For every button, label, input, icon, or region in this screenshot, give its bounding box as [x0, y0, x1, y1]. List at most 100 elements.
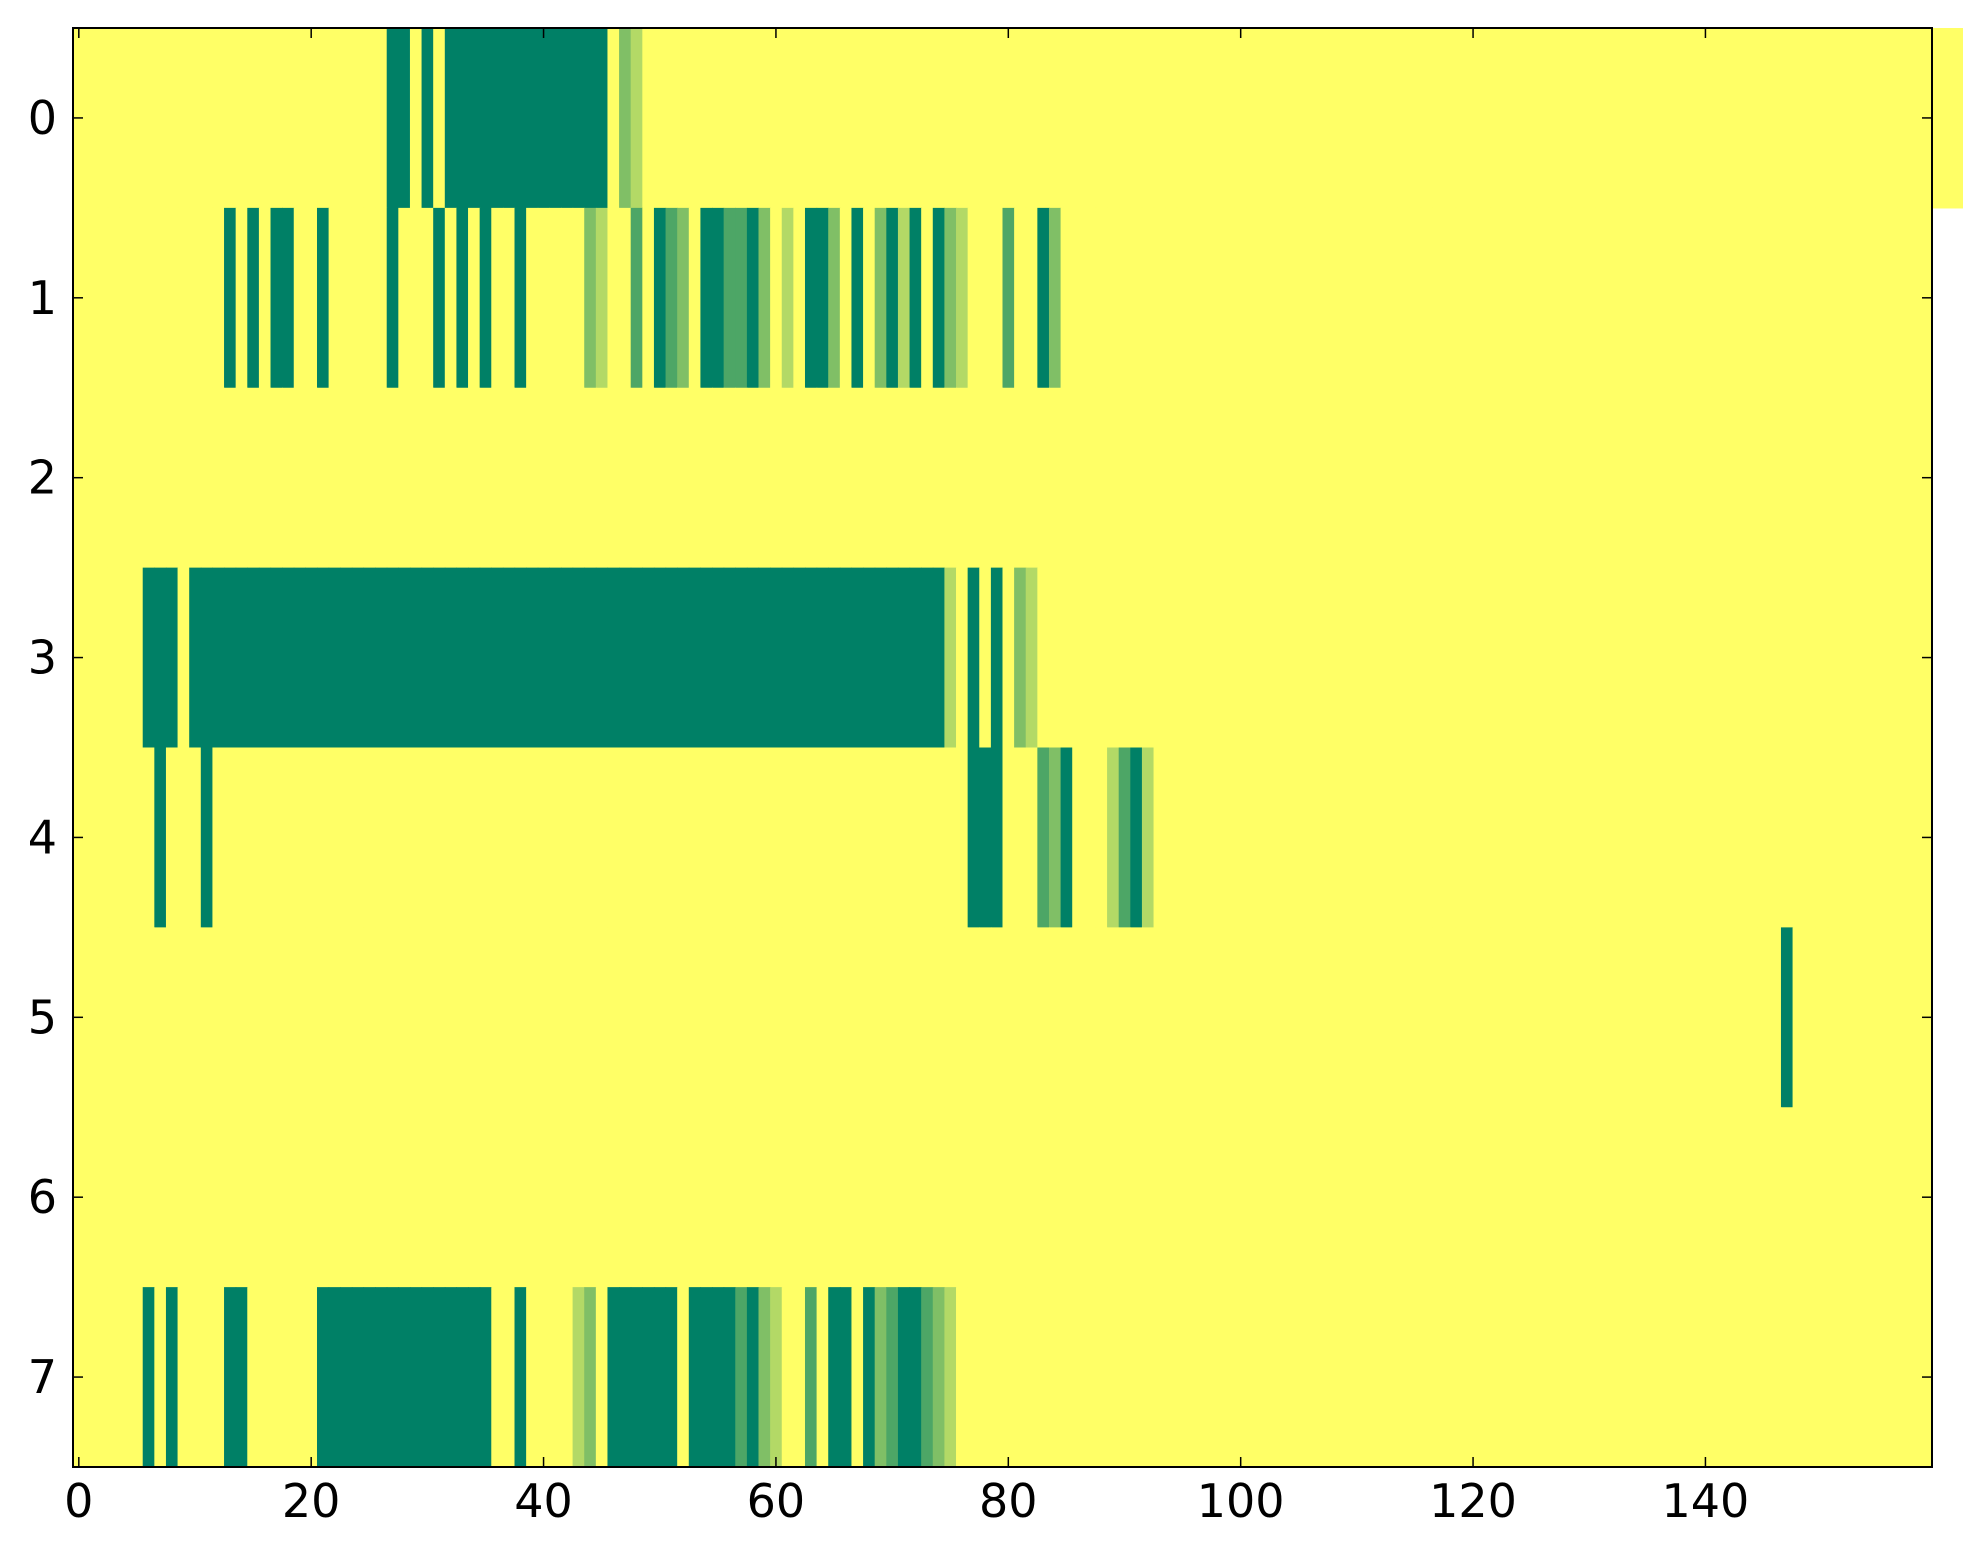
- heatmap-cell: [1490, 207, 1503, 389]
- heatmap-cell: [468, 28, 481, 209]
- heatmap-cell: [1444, 1287, 1457, 1468]
- heatmap-cell: [688, 567, 702, 749]
- heatmap-cell: [956, 387, 969, 569]
- heatmap-cell: [1536, 1287, 1550, 1468]
- heatmap-cell: [1746, 1287, 1759, 1468]
- heatmap-cell: [526, 207, 539, 389]
- heatmap-cell: [770, 567, 783, 749]
- heatmap-cell: [502, 387, 516, 569]
- heatmap-cell: [305, 747, 318, 928]
- heatmap-cell: [1827, 567, 1840, 749]
- heatmap-cell: [142, 1107, 155, 1288]
- heatmap-cell: [1839, 1107, 1852, 1288]
- heatmap-cell: [630, 1287, 643, 1468]
- heatmap-cell: [595, 387, 609, 569]
- heatmap-cell: [560, 387, 574, 569]
- heatmap-cell: [572, 1107, 585, 1288]
- heatmap-cell: [886, 927, 899, 1108]
- heatmap-cell: [1722, 747, 1736, 928]
- heatmap-cell: [712, 207, 725, 389]
- heatmap-cell: [316, 1287, 330, 1468]
- heatmap-cell: [1072, 1107, 1085, 1288]
- heatmap-cell: [560, 1287, 574, 1468]
- heatmap-cell: [1211, 1287, 1224, 1468]
- heatmap-cell: [1850, 747, 1863, 928]
- heatmap-cell: [1037, 1107, 1050, 1288]
- heatmap-cell: [1746, 567, 1759, 749]
- heatmap-cell: [200, 927, 214, 1108]
- heatmap-cell: [398, 28, 411, 209]
- heatmap-cell: [1897, 207, 1910, 389]
- heatmap-cell: [851, 28, 864, 209]
- heatmap-cell: [746, 1287, 760, 1468]
- heatmap-cell: [1478, 927, 1492, 1108]
- heatmap-cell: [293, 927, 306, 1108]
- heatmap-cell: [979, 1107, 992, 1288]
- heatmap-cell: [305, 927, 318, 1108]
- heatmap-cell: [107, 1287, 121, 1468]
- heatmap-cell: [1560, 28, 1573, 209]
- heatmap-cell: [746, 387, 760, 569]
- heatmap-cell: [1211, 207, 1224, 389]
- heatmap-cell: [1455, 387, 1468, 569]
- heatmap-cell: [1548, 207, 1561, 389]
- heatmap-cell: [96, 927, 109, 1108]
- heatmap-cell: [1420, 567, 1433, 749]
- heatmap-cell: [1560, 927, 1573, 1108]
- heatmap-cell: [1746, 207, 1759, 389]
- heatmap-cell: [723, 207, 736, 389]
- heatmap-cell: [1246, 1107, 1259, 1288]
- heatmap-cell: [897, 1287, 911, 1468]
- heatmap-cell: [1048, 927, 1062, 1108]
- heatmap-cell: [1153, 567, 1166, 749]
- heatmap-cell: [1234, 1287, 1248, 1468]
- heatmap-cell: [1351, 747, 1364, 928]
- heatmap-cell: [909, 747, 922, 928]
- heatmap-cell: [932, 28, 946, 209]
- heatmap-cell: [1815, 207, 1829, 389]
- heatmap-cell: [758, 927, 771, 1108]
- heatmap-cell: [1409, 207, 1422, 389]
- heatmap-cell: [1025, 207, 1038, 389]
- heatmap-cell: [1490, 387, 1503, 569]
- heatmap-cell: [526, 747, 539, 928]
- heatmap-cell: [1397, 387, 1410, 569]
- heatmap-cell: [1281, 207, 1294, 389]
- heatmap-cell: [1571, 1287, 1585, 1468]
- heatmap-cell: [1595, 387, 1608, 569]
- heatmap-cell: [781, 927, 794, 1108]
- heatmap-cell: [572, 207, 585, 389]
- heatmap-cell: [1664, 207, 1677, 389]
- heatmap-cell: [967, 747, 980, 928]
- heatmap-cell: [1025, 1287, 1038, 1468]
- heatmap-cell: [1885, 1107, 1898, 1288]
- heatmap-cell: [1141, 28, 1155, 209]
- heatmap-cell: [1130, 387, 1143, 569]
- heatmap-cell: [723, 927, 736, 1108]
- heatmap-cell: [909, 927, 922, 1108]
- heatmap-cell: [526, 28, 539, 209]
- heatmap-cell: [746, 28, 760, 209]
- heatmap-cell: [549, 1287, 562, 1468]
- heatmap-cell: [386, 28, 399, 209]
- heatmap-cell: [1025, 747, 1038, 928]
- heatmap-cell: [1316, 28, 1329, 209]
- heatmap-cell: [607, 927, 620, 1108]
- heatmap-cell: [375, 387, 388, 569]
- heatmap-cell: [677, 1287, 690, 1468]
- heatmap-cell: [572, 387, 585, 569]
- heatmap-cell: [154, 747, 167, 928]
- heatmap-cell: [1072, 387, 1085, 569]
- heatmap-cell: [433, 927, 446, 1108]
- heatmap-cell: [1769, 28, 1782, 209]
- heatmap-cell: [1014, 207, 1027, 389]
- heatmap-cell: [863, 207, 876, 389]
- heatmap-cell: [316, 28, 330, 209]
- heatmap-cell: [491, 927, 504, 1108]
- heatmap-cell: [863, 28, 876, 209]
- heatmap-cell: [305, 387, 318, 569]
- heatmap-cell: [1281, 567, 1294, 749]
- heatmap-cell: [1281, 747, 1294, 928]
- heatmap-cell: [479, 747, 492, 928]
- heatmap-cell: [1664, 1287, 1677, 1468]
